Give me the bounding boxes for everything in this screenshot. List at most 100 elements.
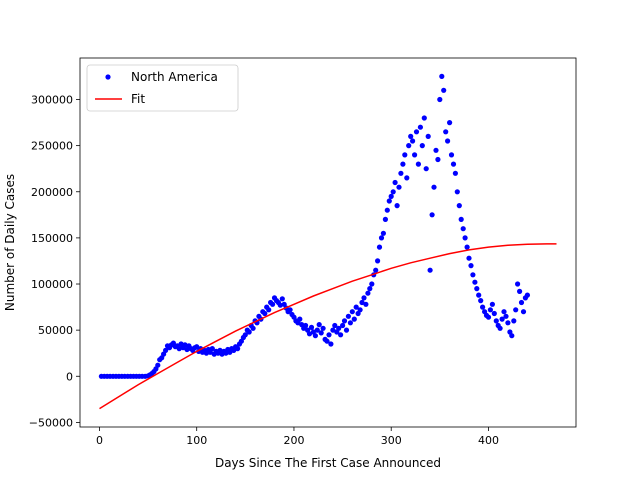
data-point	[369, 281, 375, 287]
data-point	[266, 307, 272, 313]
data-point	[487, 307, 493, 313]
data-point	[419, 143, 425, 149]
data-point	[375, 258, 381, 264]
x-tick-label: 100	[186, 434, 207, 447]
data-point	[316, 322, 322, 328]
data-point	[392, 179, 398, 186]
data-point	[363, 301, 369, 307]
data-point	[447, 120, 453, 126]
data-point	[312, 333, 318, 339]
data-point	[382, 216, 388, 222]
x-tick-label: 400	[478, 434, 499, 447]
data-point	[194, 344, 200, 350]
data-point	[480, 304, 486, 310]
data-point	[262, 310, 268, 317]
x-tick-label: 0	[96, 434, 103, 447]
data-point	[460, 226, 466, 232]
data-point	[361, 295, 367, 301]
legend-entry-label: North America	[131, 70, 218, 84]
data-point	[513, 307, 519, 313]
y-tick-label: 200000	[31, 186, 73, 199]
data-point	[518, 299, 525, 306]
data-point	[474, 286, 480, 292]
x-tick-label: 200	[283, 434, 304, 447]
data-point	[431, 184, 437, 190]
y-tick-label: 150000	[31, 232, 73, 245]
data-point	[341, 318, 348, 324]
data-point	[378, 235, 385, 241]
data-point	[343, 327, 350, 333]
data-point	[515, 281, 521, 287]
data-point	[509, 333, 515, 339]
data-point	[413, 129, 420, 135]
data-point	[235, 346, 241, 352]
y-tick-label: 300000	[31, 94, 73, 107]
data-point	[396, 184, 402, 190]
data-point	[408, 133, 414, 139]
data-point	[503, 313, 509, 319]
data-point	[336, 325, 342, 331]
data-point	[163, 347, 169, 353]
data-point	[242, 332, 248, 338]
data-point	[365, 290, 371, 296]
legend-entry-label: Fit	[131, 92, 145, 106]
data-point	[390, 189, 396, 195]
data-point	[400, 161, 406, 167]
data-point	[524, 292, 531, 298]
data-point	[394, 203, 400, 209]
legend-box	[86, 64, 239, 112]
y-tick-label: 250000	[31, 140, 73, 153]
data-point	[308, 324, 315, 330]
data-point	[497, 325, 503, 331]
data-point	[351, 316, 357, 322]
legend-marker-swatch	[105, 74, 111, 80]
data-point	[452, 170, 458, 176]
data-point	[246, 329, 252, 335]
data-point	[458, 216, 464, 222]
data-point	[466, 255, 472, 261]
data-point	[470, 272, 476, 278]
data-point	[277, 302, 283, 308]
data-point	[287, 307, 293, 313]
plot-area	[98, 73, 557, 410]
data-point	[303, 322, 309, 329]
data-point	[412, 152, 418, 158]
data-point	[429, 212, 435, 218]
data-point	[435, 156, 441, 163]
data-point	[330, 327, 336, 333]
data-point	[520, 309, 527, 315]
y-tick-label: 0	[66, 370, 73, 383]
data-point	[450, 161, 457, 167]
data-point	[250, 325, 256, 331]
data-point	[297, 316, 303, 322]
data-point	[328, 341, 334, 347]
data-point	[314, 327, 320, 333]
data-point	[501, 309, 507, 315]
y-tick-label: 50000	[38, 324, 73, 337]
data-point	[427, 267, 433, 273]
data-point	[332, 322, 338, 329]
data-point	[324, 338, 330, 344]
data-point	[421, 115, 427, 121]
data-point	[386, 198, 392, 204]
data-point	[489, 301, 495, 307]
data-point	[415, 161, 421, 167]
data-point	[384, 207, 390, 213]
data-point	[448, 152, 455, 158]
y-tick-label: 100000	[31, 278, 73, 291]
data-point	[338, 332, 344, 338]
data-point	[176, 346, 182, 352]
data-point	[345, 313, 351, 319]
data-point	[406, 143, 412, 149]
data-point	[349, 309, 355, 315]
data-point	[326, 332, 332, 338]
y-axis-label: Number of Daily Cases	[3, 174, 17, 311]
data-point	[478, 298, 484, 304]
y-tick-label: −50000	[29, 416, 73, 429]
data-point	[468, 263, 474, 269]
fit-line	[99, 243, 557, 410]
data-point	[493, 318, 499, 324]
data-point	[270, 301, 276, 307]
x-axis-label: Days Since The First Case Announced	[215, 456, 441, 470]
